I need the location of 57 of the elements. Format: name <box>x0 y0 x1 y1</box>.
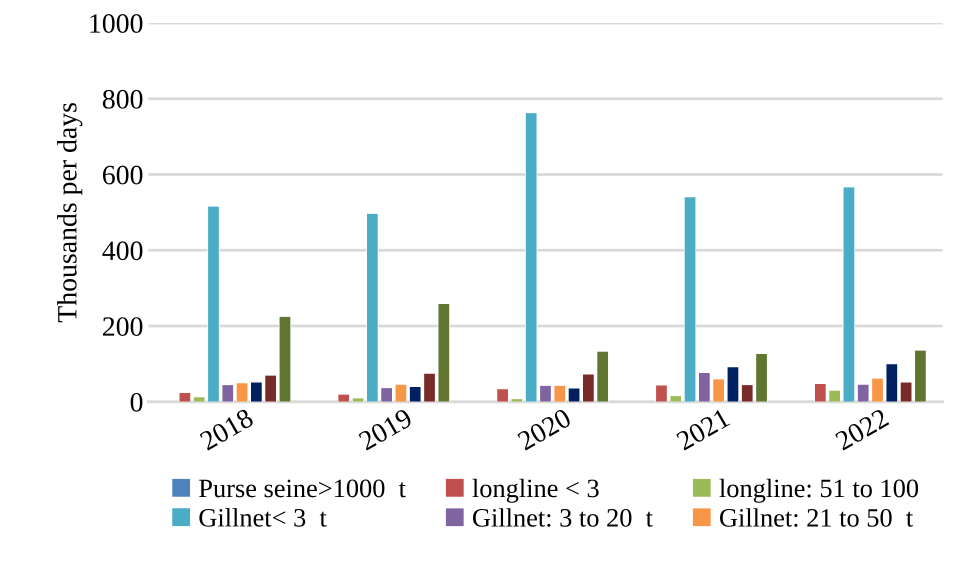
bar <box>741 384 754 402</box>
bar <box>539 385 552 402</box>
bar <box>582 374 594 402</box>
bar <box>554 385 566 402</box>
legend-label: longline < 3 <box>472 478 599 503</box>
bar <box>886 364 898 402</box>
bar <box>755 353 768 402</box>
bar <box>828 390 841 402</box>
bar <box>842 186 855 402</box>
legend-label: longline: 51 to 100 <box>719 478 918 503</box>
y-tick-label: 400 <box>102 241 142 260</box>
x-tick-label: 2018 <box>198 408 254 451</box>
bar <box>568 388 580 402</box>
bar <box>684 196 696 402</box>
x-tick-label: 2020 <box>516 408 572 451</box>
bar <box>814 383 826 402</box>
bar <box>670 395 682 402</box>
bar <box>525 112 538 402</box>
bar <box>596 351 609 402</box>
bar <box>366 213 378 402</box>
bar <box>726 366 740 402</box>
bar <box>712 378 725 402</box>
bar <box>264 374 277 402</box>
bar <box>250 382 262 402</box>
bar <box>900 382 912 402</box>
y-tick-label: 1000 <box>90 14 142 33</box>
y-tick-label: 0 <box>130 392 142 412</box>
legend-label: Gillnet< 3 t <box>199 508 327 527</box>
bar <box>178 392 191 402</box>
bar <box>278 316 292 402</box>
bar <box>698 372 710 402</box>
x-tick-label: 2022 <box>834 408 890 451</box>
bar <box>655 384 668 402</box>
bar <box>338 394 350 402</box>
legend-label: Gillnet: 3 to 20 t <box>473 508 653 527</box>
legend-label: Purse seine>1000 t <box>199 480 406 498</box>
bar <box>438 303 450 402</box>
legend-label: Gillnet: 21 to 50 t <box>720 508 914 527</box>
bar <box>207 206 220 402</box>
bar <box>857 384 870 402</box>
bar <box>352 398 364 402</box>
bar <box>409 386 422 402</box>
y-tick-label: 800 <box>102 90 142 109</box>
x-tick-label: 2019 <box>358 408 414 451</box>
bar <box>236 382 248 402</box>
bar <box>496 388 509 402</box>
y-tick-label: 600 <box>103 166 142 184</box>
bar <box>871 378 884 402</box>
y-tick-label: 200 <box>103 317 142 336</box>
bar <box>394 384 407 402</box>
bar <box>423 373 436 402</box>
bar <box>380 387 393 402</box>
x-tick-label: 2021 <box>675 408 730 451</box>
y-axis-title: Thousands per days <box>57 103 82 322</box>
bar <box>193 396 206 402</box>
bar <box>914 350 926 402</box>
bar <box>222 384 234 402</box>
